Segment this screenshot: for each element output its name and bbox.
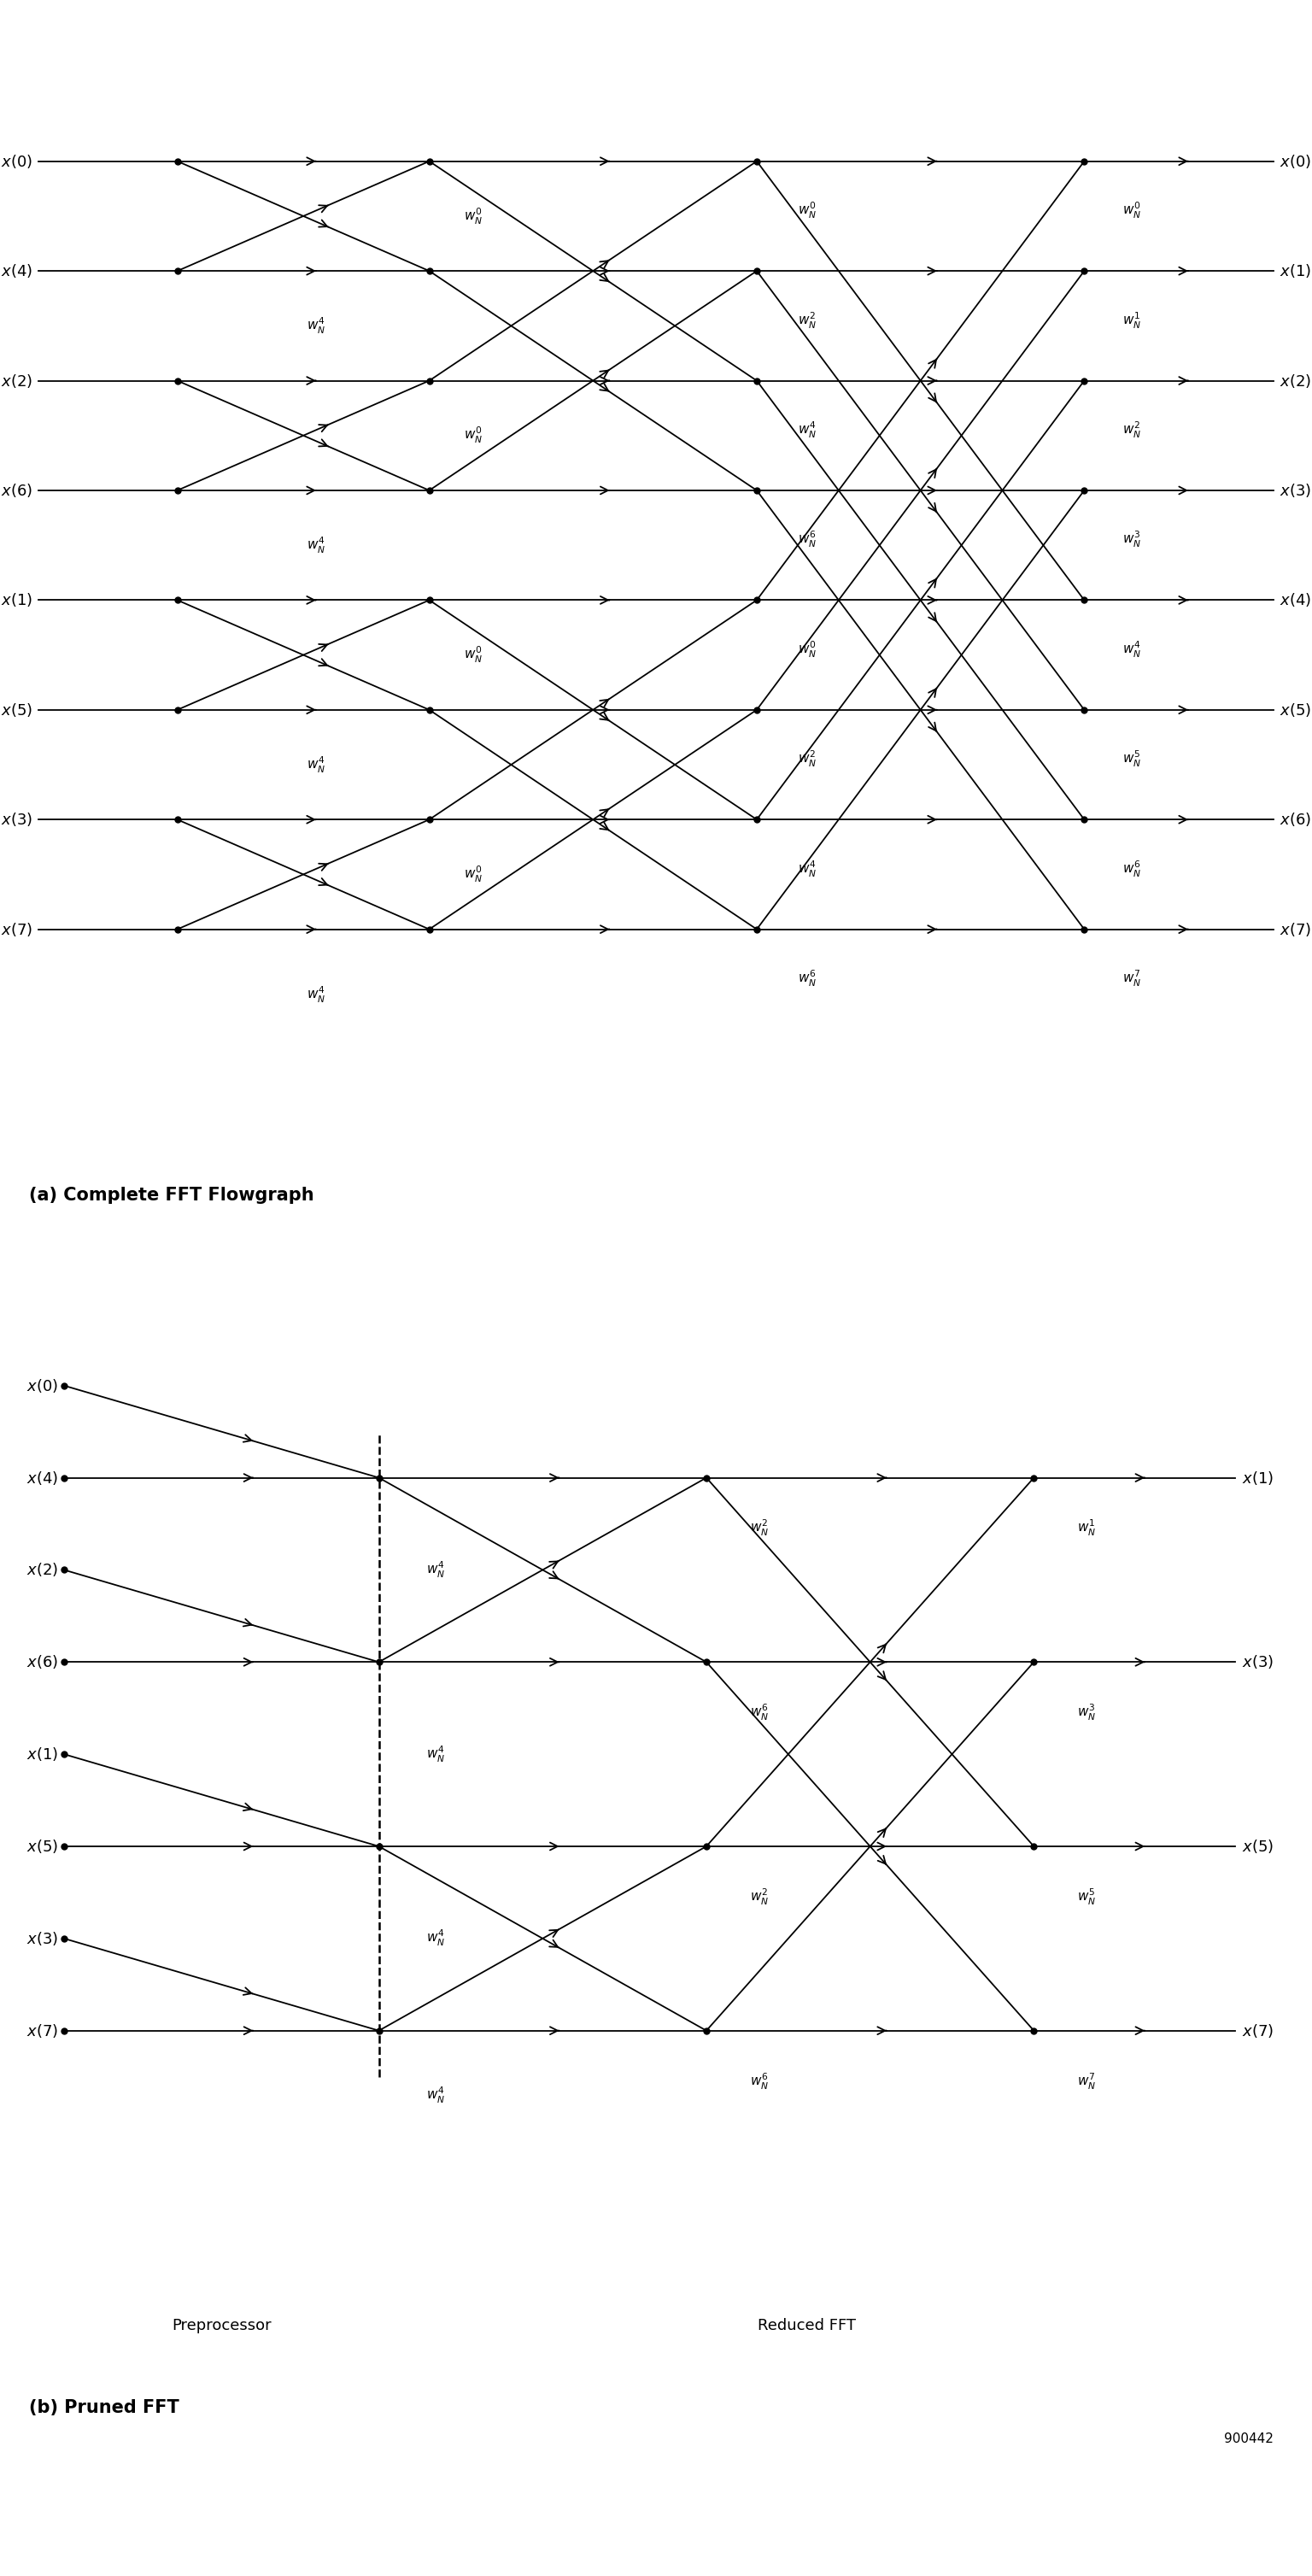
Text: $x(3)$: $x(3)$ xyxy=(1279,482,1311,500)
Text: $x(6)$: $x(6)$ xyxy=(1279,811,1311,827)
Text: $w_N^{0}$: $w_N^{0}$ xyxy=(798,201,816,222)
Text: $w_N^{7}$: $w_N^{7}$ xyxy=(1123,969,1141,989)
Text: $w_N^{4}$: $w_N^{4}$ xyxy=(426,2084,445,2105)
Text: $w_N^{4}$: $w_N^{4}$ xyxy=(426,1561,445,1579)
Text: $w_N^{2}$: $w_N^{2}$ xyxy=(750,1517,769,1538)
Text: $w_N^{0}$: $w_N^{0}$ xyxy=(1123,201,1141,222)
Text: $w_N^{2}$: $w_N^{2}$ xyxy=(798,312,816,330)
Text: $x(7)$: $x(7)$ xyxy=(1279,920,1311,938)
Text: $x(3)$: $x(3)$ xyxy=(26,1929,58,1947)
Text: $w_N^{4}$: $w_N^{4}$ xyxy=(426,1744,445,1765)
Text: (a) Complete FFT Flowgraph: (a) Complete FFT Flowgraph xyxy=(29,1188,314,1203)
Text: $x(7)$: $x(7)$ xyxy=(1241,2022,1274,2040)
Text: $w_N^{1}$: $w_N^{1}$ xyxy=(1077,1517,1097,1538)
Text: $w_N^{3}$: $w_N^{3}$ xyxy=(1123,531,1141,549)
Text: $x(4)$: $x(4)$ xyxy=(1279,592,1311,608)
Text: $w_N^{0}$: $w_N^{0}$ xyxy=(464,866,483,884)
Text: $w_N^{5}$: $w_N^{5}$ xyxy=(1123,750,1141,770)
Text: $x(0)$: $x(0)$ xyxy=(1279,152,1311,170)
Text: $x(7)$: $x(7)$ xyxy=(1,920,33,938)
Text: $w_N^{0}$: $w_N^{0}$ xyxy=(798,639,816,659)
Text: $w_N^{4}$: $w_N^{4}$ xyxy=(307,984,325,1005)
Text: $w_N^{0}$: $w_N^{0}$ xyxy=(464,644,483,665)
Text: $w_N^{4}$: $w_N^{4}$ xyxy=(798,858,816,878)
Text: $x(7)$: $x(7)$ xyxy=(26,2022,58,2040)
Text: $x(6)$: $x(6)$ xyxy=(1,482,33,500)
Text: $w_N^{2}$: $w_N^{2}$ xyxy=(798,750,816,770)
Text: $x(3)$: $x(3)$ xyxy=(1,811,33,827)
Text: $x(1)$: $x(1)$ xyxy=(1279,263,1311,281)
Text: $w_N^{6}$: $w_N^{6}$ xyxy=(750,2071,769,2092)
Text: $x(0)$: $x(0)$ xyxy=(1,152,33,170)
Text: $x(2)$: $x(2)$ xyxy=(1279,371,1311,389)
Text: $x(1)$: $x(1)$ xyxy=(26,1747,58,1762)
Text: $w_N^{4}$: $w_N^{4}$ xyxy=(1123,639,1141,659)
Text: (b) Pruned FFT: (b) Pruned FFT xyxy=(29,2398,178,2416)
Text: $w_N^{4}$: $w_N^{4}$ xyxy=(307,755,325,775)
Text: $x(1)$: $x(1)$ xyxy=(1241,1468,1274,1486)
Text: $w_N^{6}$: $w_N^{6}$ xyxy=(1123,858,1141,878)
Text: $w_N^{4}$: $w_N^{4}$ xyxy=(307,536,325,556)
Text: $w_N^{2}$: $w_N^{2}$ xyxy=(1123,420,1141,440)
Text: $x(4)$: $x(4)$ xyxy=(26,1468,58,1486)
Text: $w_N^{0}$: $w_N^{0}$ xyxy=(464,206,483,227)
Text: $w_N^{7}$: $w_N^{7}$ xyxy=(1077,2071,1097,2092)
Text: $w_N^{1}$: $w_N^{1}$ xyxy=(1123,312,1141,330)
Text: 900442: 900442 xyxy=(1224,2432,1273,2445)
Text: Reduced FFT: Reduced FFT xyxy=(758,2318,857,2334)
Text: $w_N^{6}$: $w_N^{6}$ xyxy=(798,969,816,989)
Text: $x(5)$: $x(5)$ xyxy=(26,1837,58,1855)
Text: $x(2)$: $x(2)$ xyxy=(1,371,33,389)
Text: $x(5)$: $x(5)$ xyxy=(1241,1837,1274,1855)
Text: $x(0)$: $x(0)$ xyxy=(26,1378,58,1394)
Text: $x(1)$: $x(1)$ xyxy=(1,592,33,608)
Text: $x(5)$: $x(5)$ xyxy=(1,701,33,719)
Text: $w_N^{6}$: $w_N^{6}$ xyxy=(798,531,816,549)
Text: $w_N^{3}$: $w_N^{3}$ xyxy=(1077,1703,1097,1723)
Text: $x(2)$: $x(2)$ xyxy=(26,1561,58,1579)
Text: $w_N^{6}$: $w_N^{6}$ xyxy=(750,1703,769,1723)
Text: $x(5)$: $x(5)$ xyxy=(1279,701,1311,719)
Text: $w_N^{4}$: $w_N^{4}$ xyxy=(426,1929,445,1947)
Text: $w_N^{2}$: $w_N^{2}$ xyxy=(750,1888,769,1906)
Text: $w_N^{5}$: $w_N^{5}$ xyxy=(1077,1888,1097,1906)
Text: $x(3)$: $x(3)$ xyxy=(1241,1654,1274,1672)
Text: $x(6)$: $x(6)$ xyxy=(26,1654,58,1672)
Text: Preprocessor: Preprocessor xyxy=(172,2318,272,2334)
Text: $w_N^{4}$: $w_N^{4}$ xyxy=(798,420,816,440)
Text: $w_N^{0}$: $w_N^{0}$ xyxy=(464,425,483,446)
Text: $x(4)$: $x(4)$ xyxy=(1,263,33,281)
Text: $w_N^{4}$: $w_N^{4}$ xyxy=(307,317,325,335)
